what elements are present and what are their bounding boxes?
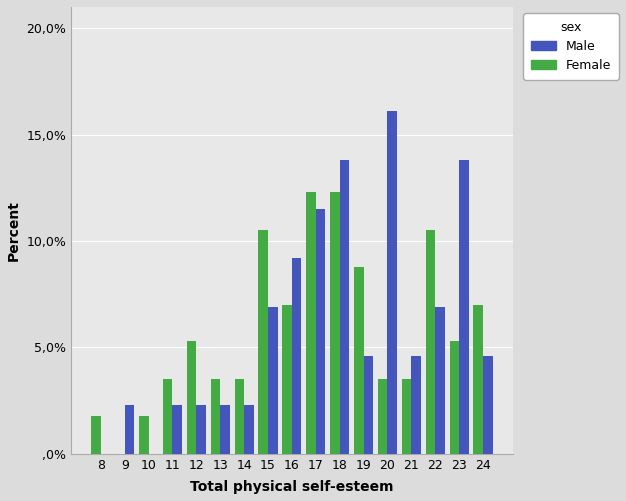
- Bar: [125, 405, 135, 454]
- Bar: [220, 405, 230, 454]
- Bar: [211, 379, 220, 454]
- Bar: [306, 192, 316, 454]
- Bar: [449, 341, 459, 454]
- Bar: [387, 111, 397, 454]
- Bar: [411, 356, 421, 454]
- Bar: [259, 230, 268, 454]
- Bar: [316, 209, 326, 454]
- Bar: [282, 305, 292, 454]
- Bar: [91, 415, 101, 454]
- Bar: [354, 267, 364, 454]
- Bar: [173, 405, 182, 454]
- Bar: [163, 379, 173, 454]
- Bar: [402, 379, 411, 454]
- Bar: [364, 356, 373, 454]
- Bar: [244, 405, 254, 454]
- Bar: [483, 356, 493, 454]
- Bar: [378, 379, 387, 454]
- Bar: [426, 230, 435, 454]
- Bar: [139, 415, 148, 454]
- Bar: [473, 305, 483, 454]
- Bar: [435, 307, 444, 454]
- Bar: [459, 160, 469, 454]
- Bar: [292, 258, 302, 454]
- Bar: [197, 405, 206, 454]
- Legend: Male, Female: Male, Female: [523, 13, 618, 80]
- Bar: [187, 341, 197, 454]
- Y-axis label: Percent: Percent: [7, 200, 21, 261]
- Bar: [268, 307, 277, 454]
- Bar: [340, 160, 349, 454]
- X-axis label: Total physical self-esteem: Total physical self-esteem: [190, 480, 394, 494]
- Bar: [330, 192, 340, 454]
- Bar: [235, 379, 244, 454]
